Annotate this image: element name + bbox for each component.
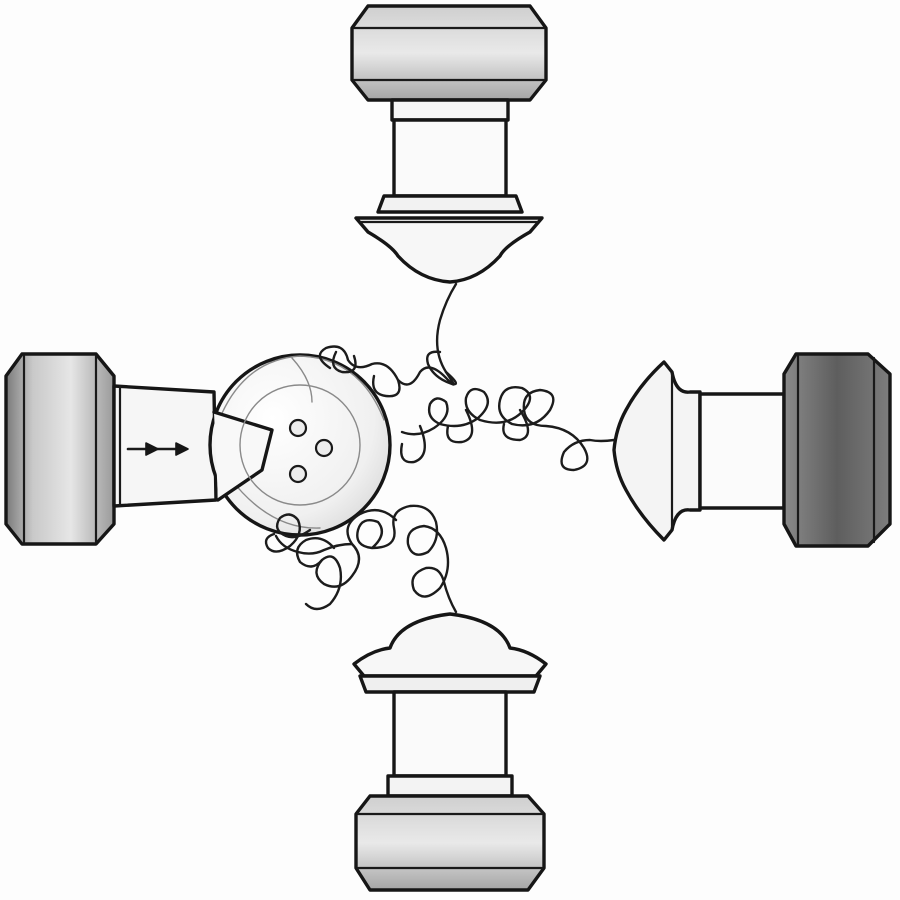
coiled-cord-top: [318, 282, 458, 398]
hub-disc: [208, 353, 392, 537]
coiled-cord-left: [264, 513, 312, 553]
receiver-left: [4, 352, 218, 546]
hub-holes: [288, 418, 334, 484]
receiver-bottom: [352, 612, 548, 892]
double-arrow-right-icon: [126, 442, 189, 456]
receiver-top: [350, 4, 548, 284]
coiled-cord-bottom: [274, 504, 458, 614]
coiled-cord-right: [400, 386, 616, 472]
receiver-right: [612, 352, 892, 548]
